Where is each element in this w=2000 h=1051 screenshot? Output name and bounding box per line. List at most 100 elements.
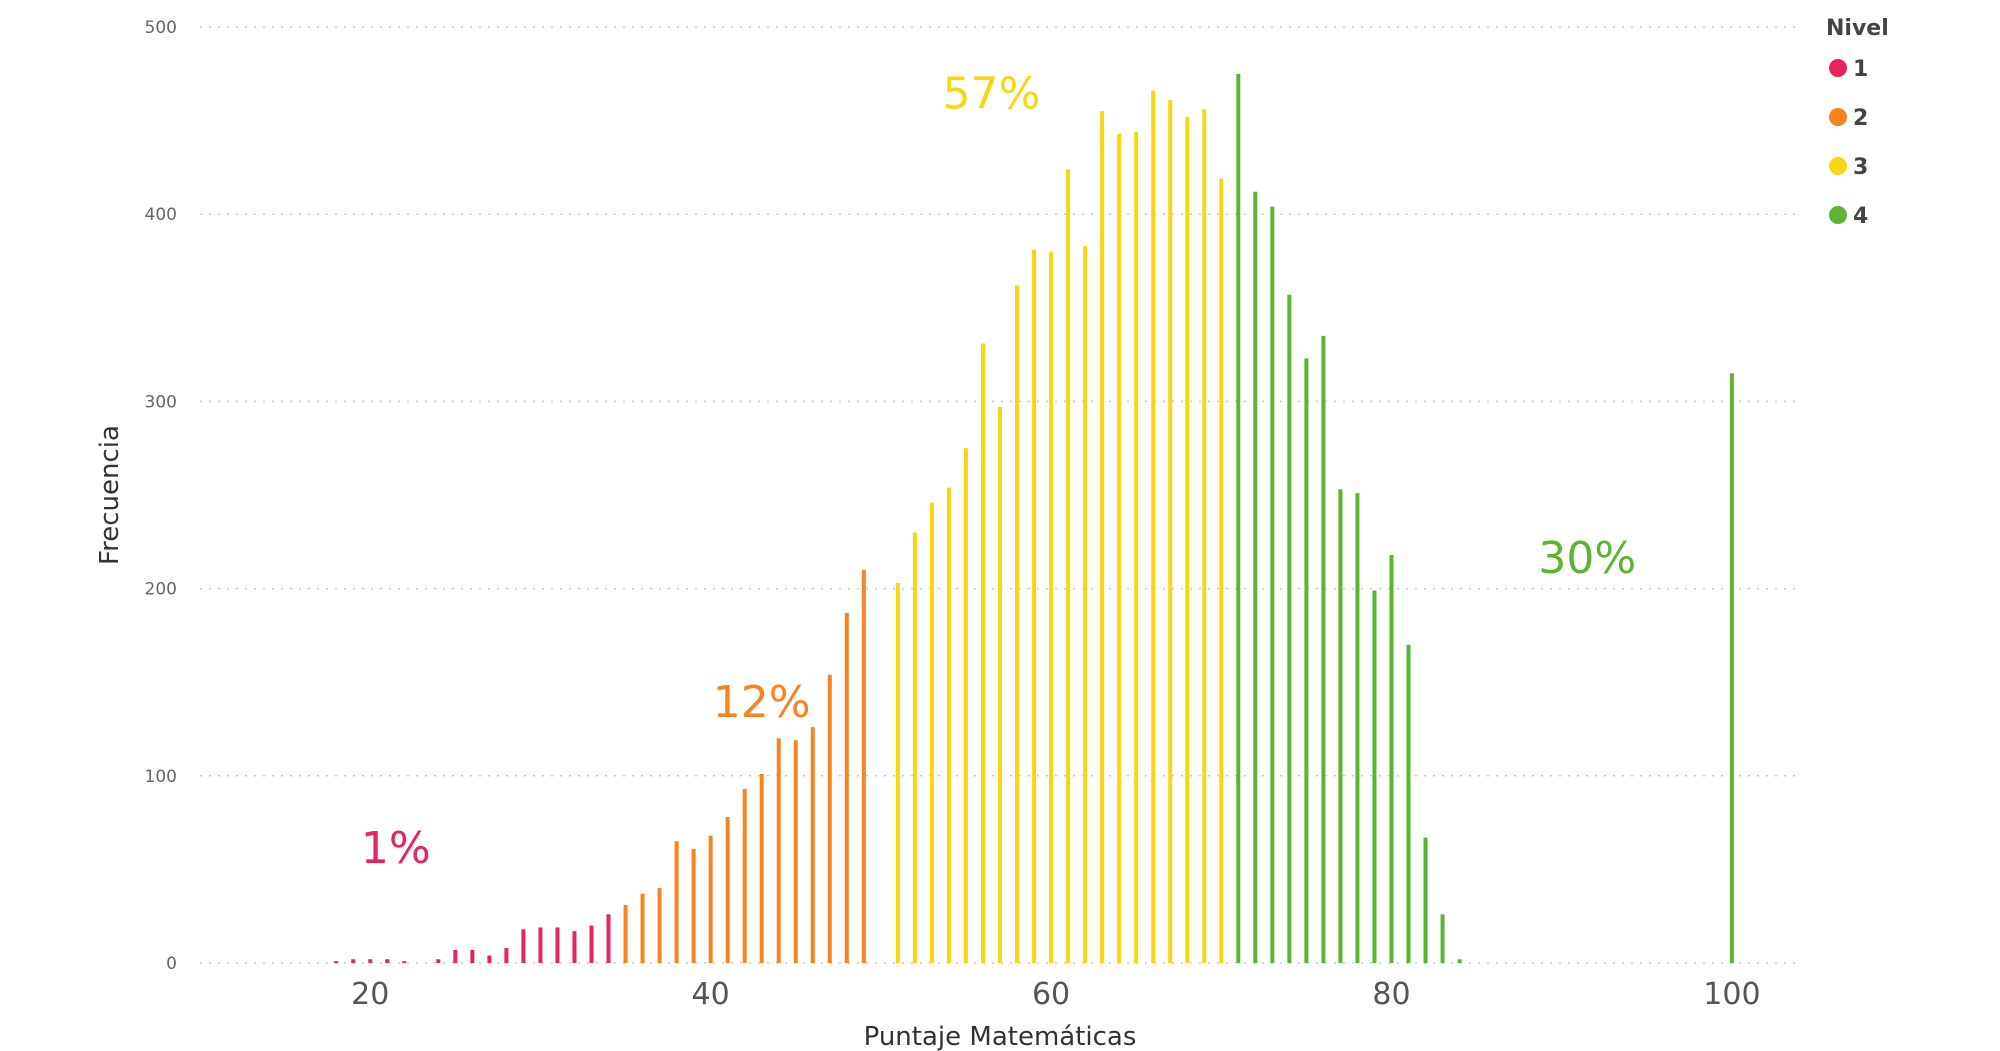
grid-lines xyxy=(200,26,1800,964)
bar-level-4 xyxy=(1304,358,1309,963)
bar-level-3 xyxy=(980,343,985,963)
bar-level-2 xyxy=(776,738,781,963)
bar-level-1 xyxy=(368,959,373,963)
percentage-label-level-2: 12% xyxy=(713,677,811,728)
bar-level-1 xyxy=(334,961,339,963)
bar-level-3 xyxy=(1032,249,1037,963)
bar-level-2 xyxy=(623,904,628,963)
bar-level-3 xyxy=(963,448,968,963)
bar-level-1 xyxy=(470,949,475,963)
bar-level-4 xyxy=(1440,914,1445,963)
bar-level-4 xyxy=(1253,191,1258,964)
legend-title: Nivel xyxy=(1826,16,1889,41)
bar-level-4 xyxy=(1389,554,1394,963)
bar-level-3 xyxy=(912,532,917,963)
x-tick-label: 60 xyxy=(1032,977,1070,1012)
bar-level-1 xyxy=(555,927,560,963)
legend-marker-level-3 xyxy=(1829,157,1847,175)
x-tick-label: 20 xyxy=(351,977,389,1012)
bar-level-4 xyxy=(1338,489,1343,963)
bar-level-4 xyxy=(1287,294,1292,963)
legend: Nivel 1 2 3 4 xyxy=(1826,16,1889,229)
bar-level-3 xyxy=(1168,100,1173,964)
bar-level-3 xyxy=(946,487,951,963)
bar-level-3 xyxy=(1015,285,1020,963)
bar-level-3 xyxy=(1151,90,1156,963)
y-tick-label: 400 xyxy=(145,205,177,225)
y-tick-label: 200 xyxy=(145,580,177,600)
bar-level-1 xyxy=(487,955,492,963)
bar-level-1 xyxy=(538,927,543,963)
x-tick-label: 100 xyxy=(1703,977,1760,1012)
bar-level-2 xyxy=(861,569,866,963)
bar-level-1 xyxy=(589,925,594,963)
bar-level-2 xyxy=(674,841,679,963)
bar-level-1 xyxy=(521,929,526,963)
bar-level-2 xyxy=(742,788,747,963)
bar-level-2 xyxy=(793,740,798,963)
y-axis-title: Frecuencia xyxy=(95,425,125,565)
x-tick-label: 80 xyxy=(1372,977,1410,1012)
legend-label-level-2: 2 xyxy=(1853,106,1868,131)
bar-level-3 xyxy=(929,502,934,963)
bar-level-3 xyxy=(1100,111,1105,964)
x-axis-title: Puntaje Matemáticas xyxy=(864,1022,1137,1051)
bar-level-2 xyxy=(844,612,849,963)
bar-level-1 xyxy=(385,959,390,963)
percentage-label-level-4: 30% xyxy=(1538,533,1636,584)
bar-level-2 xyxy=(640,893,645,963)
bar-level-4 xyxy=(1406,644,1411,963)
y-axis-ticks: 0 100 200 300 400 500 xyxy=(145,18,177,974)
legend-label-level-1: 1 xyxy=(1853,57,1868,82)
bar-level-2 xyxy=(657,888,662,963)
bars xyxy=(334,73,1734,964)
bar-level-1 xyxy=(572,931,577,963)
legend-marker-level-4 xyxy=(1829,206,1847,224)
percentage-label-level-1: 1% xyxy=(361,823,431,874)
bar-level-2 xyxy=(708,835,713,963)
bar-level-3 xyxy=(998,407,1002,963)
y-tick-label: 0 xyxy=(166,954,177,974)
bar-level-4 xyxy=(1236,73,1241,964)
bar-level-2 xyxy=(725,816,730,963)
y-tick-label: 300 xyxy=(145,392,177,412)
bar-level-1 xyxy=(606,914,611,963)
x-tick-label: 40 xyxy=(692,977,730,1012)
bar-level-3 xyxy=(1134,131,1139,963)
bar-level-1 xyxy=(504,948,509,963)
bar-level-4 xyxy=(1729,373,1734,963)
bar-level-4 xyxy=(1457,959,1462,963)
percentage-annotations: 1% 12% 57% 30% xyxy=(361,69,1636,874)
bar-level-1 xyxy=(351,959,356,963)
y-tick-label: 500 xyxy=(145,18,177,38)
bar-level-3 xyxy=(1083,246,1088,964)
legend-items: 1 2 3 4 xyxy=(1829,57,1868,229)
bar-level-2 xyxy=(827,674,832,963)
y-tick-label: 100 xyxy=(145,767,177,787)
bar-level-3 xyxy=(1049,251,1054,963)
bar-level-2 xyxy=(759,773,764,963)
bar-level-4 xyxy=(1355,493,1360,963)
percentage-label-level-3: 57% xyxy=(943,69,1041,120)
bar-level-3 xyxy=(1066,169,1071,964)
legend-label-level-3: 3 xyxy=(1853,155,1868,180)
bar-level-3 xyxy=(1202,109,1207,964)
bar-level-1 xyxy=(402,961,407,963)
bar-level-3 xyxy=(1185,116,1190,963)
bar-level-4 xyxy=(1321,335,1326,963)
legend-marker-level-2 xyxy=(1829,108,1847,126)
x-axis-ticks: 20 40 60 80 100 xyxy=(351,977,1760,1012)
bar-level-3 xyxy=(1117,133,1122,964)
bar-level-4 xyxy=(1423,837,1428,963)
bar-level-4 xyxy=(1270,206,1275,963)
bar-level-3 xyxy=(1219,178,1224,963)
bar-level-2 xyxy=(691,848,696,963)
bar-level-3 xyxy=(895,582,900,963)
legend-marker-level-1 xyxy=(1829,59,1847,77)
bar-level-1 xyxy=(436,959,441,963)
bar-level-2 xyxy=(810,727,815,963)
bar-level-1 xyxy=(453,949,458,963)
bar-level-4 xyxy=(1372,590,1377,963)
